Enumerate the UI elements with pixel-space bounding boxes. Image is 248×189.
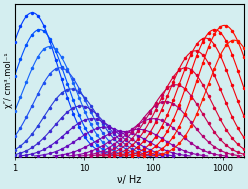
X-axis label: ν/ Hz: ν/ Hz: [117, 175, 141, 185]
Y-axis label: χ″/ cm³.mol⁻¹: χ″/ cm³.mol⁻¹: [4, 53, 13, 108]
